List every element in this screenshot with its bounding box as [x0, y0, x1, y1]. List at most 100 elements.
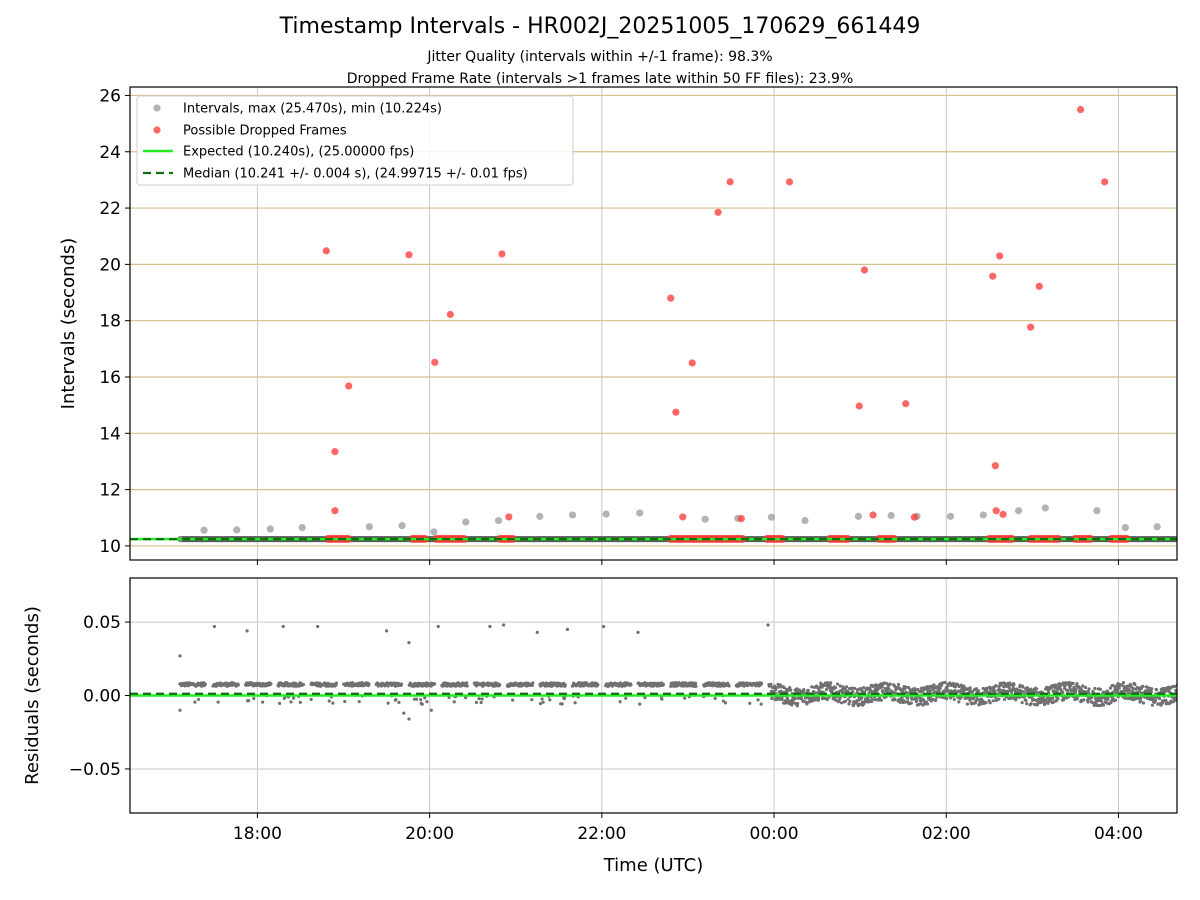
residual-point [1008, 683, 1012, 687]
residual-point [1091, 690, 1095, 694]
x-tick-label: 22:00 [577, 824, 626, 844]
residual-point [769, 682, 773, 686]
x-tick-label: 18:00 [233, 824, 282, 844]
residual-point [1061, 690, 1065, 695]
dropped-frame-point [714, 208, 722, 216]
residual-point [247, 699, 251, 703]
dropped-frame-point [1035, 282, 1043, 290]
intervals-point [1014, 507, 1023, 515]
residual-point [984, 701, 988, 705]
residual-point [953, 685, 957, 689]
residual-point [756, 698, 760, 702]
residual-outlier [766, 623, 770, 627]
residual-point [452, 700, 456, 704]
residual-point [548, 698, 552, 702]
residual-point [1169, 699, 1173, 703]
residual-point [331, 701, 335, 705]
y-tick-label: 12 [99, 481, 121, 501]
residual-point [1139, 699, 1143, 703]
residual-point [1139, 696, 1143, 700]
residual-point [1174, 688, 1177, 693]
dropped-frame-point [999, 510, 1007, 518]
residual-point [825, 681, 830, 685]
residual-point [1141, 684, 1145, 688]
residual-point [541, 700, 545, 704]
residual-point [844, 685, 849, 689]
residual-point [893, 698, 897, 702]
residual-outlier [407, 717, 411, 721]
x-tick-label: 20:00 [405, 824, 454, 844]
residual-point [937, 689, 941, 693]
y-tick-label: −0.05 [69, 760, 121, 780]
residual-point [934, 698, 938, 702]
residuals-plot: 18:00 20:00 22:00 00:00 02:00 04:00 −0.05 0.00 0… [22, 577, 1178, 876]
residual-point [788, 686, 792, 690]
residual-point [1074, 687, 1078, 692]
dropped-frame-point [498, 250, 506, 258]
residual-point [1032, 697, 1036, 702]
residual-point [803, 696, 808, 700]
residual-point [309, 697, 313, 701]
residual-point [906, 685, 911, 690]
residual-point [1021, 685, 1025, 689]
residual-point [1098, 687, 1102, 691]
residual-point [945, 697, 949, 701]
residual-point [1063, 684, 1067, 688]
dropped-frame-point [785, 178, 794, 186]
residual-point [974, 687, 978, 691]
residual-outlier [316, 624, 320, 629]
residual-point [433, 682, 437, 686]
residual-point [867, 691, 871, 695]
intervals-point [801, 516, 809, 525]
residual-point [721, 699, 726, 703]
residual-point [1024, 698, 1028, 703]
residual-outlier [245, 629, 249, 633]
residual-point [1086, 700, 1090, 704]
residual-point [498, 683, 502, 687]
residual-point [871, 684, 876, 688]
residual-point [596, 683, 600, 687]
dropped-frame-point [1027, 323, 1035, 331]
residual-point [638, 702, 642, 706]
dropped-frame-point [679, 513, 687, 521]
intervals-point [298, 524, 306, 532]
residual-point [1087, 687, 1091, 691]
residual-point [997, 687, 1002, 691]
residual-point [1083, 685, 1088, 690]
residual-point [869, 689, 873, 693]
residual-point [1045, 686, 1049, 690]
residual-point [884, 681, 889, 686]
residual-point [1039, 700, 1043, 705]
residual-point [904, 691, 909, 695]
intervals-point [536, 512, 544, 520]
residual-point [829, 681, 833, 685]
residual-point [693, 681, 698, 685]
residual-point [851, 690, 855, 694]
residual-point [419, 698, 423, 702]
residual-point [817, 688, 821, 692]
residual-point [1106, 697, 1110, 701]
residual-point [196, 697, 201, 702]
residual-point [643, 696, 647, 700]
x-tick-label: 02:00 [922, 824, 971, 844]
dropped-frame-point [345, 382, 353, 390]
residual-point [1114, 684, 1119, 688]
residual-point [1100, 696, 1104, 700]
y-tick-label: 0.00 [83, 687, 121, 707]
residual-point [988, 701, 992, 705]
residual-point [1161, 701, 1165, 705]
intervals-point [946, 512, 955, 520]
legend-entry: Median (10.241 +/- 0.004 s), (24.99715 +… [183, 167, 528, 182]
residual-point [887, 687, 891, 691]
residual-outlier [384, 629, 389, 633]
residual-point [414, 697, 419, 701]
residual-point [904, 685, 908, 689]
intervals-point [266, 525, 274, 533]
residual-point [1113, 698, 1118, 702]
dropped-frame-point [688, 359, 696, 367]
residual-point [759, 702, 763, 706]
dropped-frame-point [989, 272, 997, 280]
residual-point [1156, 702, 1160, 706]
residual-point [298, 700, 302, 704]
